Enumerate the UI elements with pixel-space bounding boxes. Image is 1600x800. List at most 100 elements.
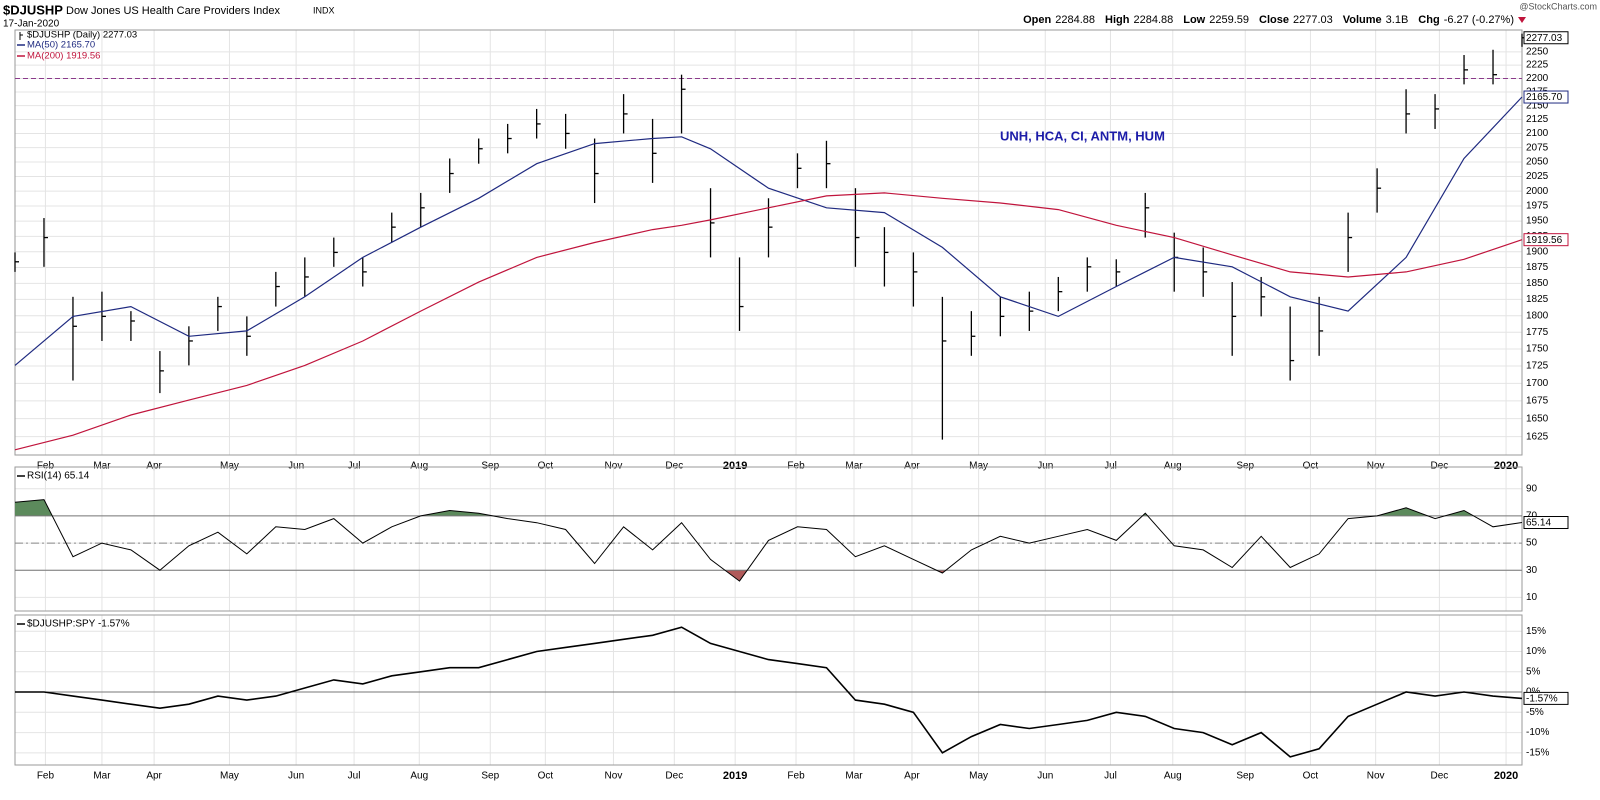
credit: @StockCharts.com <box>1519 1 1597 11</box>
x-tick-label: Feb <box>37 771 55 782</box>
quote-value: 2284.88 <box>1055 14 1095 26</box>
x-tick-label: Aug <box>1164 771 1182 782</box>
series-line <box>14 499 1523 582</box>
y-tick-label: 1725 <box>1526 361 1549 372</box>
x-tick-label: May <box>969 461 988 472</box>
y-tick-label: 10 <box>1526 592 1538 603</box>
legend-label: $DJUSHP:SPY -1.57% <box>27 619 130 630</box>
quote-value: 2284.88 <box>1133 14 1173 26</box>
x-tick-label: Nov <box>605 461 623 472</box>
quote-label: Open <box>1023 14 1051 26</box>
x-tick-label: Feb <box>37 461 55 472</box>
y-tick-label: 1950 <box>1526 216 1549 227</box>
y-tick-label: 15% <box>1526 626 1546 637</box>
index-name: Dow Jones US Health Care Providers Index <box>66 5 280 17</box>
x-tick-label: Sep <box>1236 461 1254 472</box>
y-tick-label: 2150 <box>1526 100 1549 111</box>
y-tick-label: 1800 <box>1526 310 1549 321</box>
x-tick-label: Apr <box>146 461 162 472</box>
x-tick-label: Apr <box>904 461 920 472</box>
quote-label: Close <box>1259 14 1289 26</box>
x-tick-label: Oct <box>1303 461 1319 472</box>
y-tick-label: 2125 <box>1526 114 1549 125</box>
quote-label: Low <box>1183 14 1205 26</box>
last-value-box <box>1523 90 1569 104</box>
x-tick-label: Jul <box>1104 771 1117 782</box>
y-tick-label: 90 <box>1526 483 1538 494</box>
x-tick-label: Sep <box>481 771 499 782</box>
x-tick-label: Oct <box>538 461 554 472</box>
last-value-label: 2165.70 <box>1526 92 1563 103</box>
y-tick-label: 2225 <box>1526 60 1549 71</box>
y-tick-label: 2075 <box>1526 142 1549 153</box>
moving-average <box>14 192 1523 451</box>
x-tick-label: Jul <box>1104 461 1117 472</box>
y-tick-label: 1975 <box>1526 201 1549 212</box>
quote-label: Volume <box>1343 14 1382 26</box>
x-tick-label: Jun <box>1037 461 1053 472</box>
annotation: UNH, HCA, CI, ANTM, HUM <box>1000 128 1165 143</box>
x-tick-label: Nov <box>605 771 623 782</box>
y-tick-label: 10% <box>1526 646 1546 657</box>
quote-label: High <box>1105 14 1130 26</box>
y-tick-label: 1625 <box>1526 431 1549 442</box>
x-tick-label: Dec <box>665 461 683 472</box>
y-tick-label: 30 <box>1526 565 1538 576</box>
x-tick-label: Nov <box>1367 461 1385 472</box>
y-tick-label: 1700 <box>1526 378 1549 389</box>
exchange: INDX <box>313 5 335 15</box>
x-tick-label: Oct <box>538 771 554 782</box>
quote-value: 2277.03 <box>1293 14 1333 26</box>
y-tick-label: 1650 <box>1526 413 1549 424</box>
y-tick-label: -15% <box>1526 747 1549 758</box>
y-tick-label: 2050 <box>1526 157 1549 168</box>
x-tick-label: Dec <box>1431 771 1449 782</box>
y-tick-label: 2100 <box>1526 128 1549 139</box>
x-tick-label: 2019 <box>723 460 747 472</box>
x-tick-label: Feb <box>787 771 805 782</box>
x-tick-label: May <box>969 771 988 782</box>
quote-value: 2259.59 <box>1209 14 1249 26</box>
y-tick-label: -10% <box>1526 727 1549 738</box>
y-tick-label: 1875 <box>1526 262 1549 273</box>
legend-glyph <box>19 32 23 40</box>
x-tick-label: May <box>220 771 239 782</box>
x-tick-label: Jun <box>288 461 304 472</box>
x-tick-label: Aug <box>410 771 428 782</box>
x-tick-label: Apr <box>904 771 920 782</box>
x-tick-label: Sep <box>481 461 499 472</box>
legend-label: MA(200) 1919.56 <box>27 51 100 62</box>
y-tick-label: 50 <box>1526 538 1538 549</box>
last-value-box <box>1523 516 1569 530</box>
x-tick-label: Nov <box>1367 771 1385 782</box>
y-tick-label: 1850 <box>1526 278 1549 289</box>
symbol: $DJUSHP <box>3 2 63 17</box>
y-tick-label: 5% <box>1526 666 1541 677</box>
quote-label: Chg <box>1418 14 1439 26</box>
y-tick-label: 2000 <box>1526 186 1549 197</box>
last-value-box <box>1523 233 1569 247</box>
x-tick-label: Apr <box>146 771 162 782</box>
last-value-label: 1919.56 <box>1526 235 1563 246</box>
x-tick-label: Jul <box>348 771 361 782</box>
x-tick-label: Mar <box>93 771 111 782</box>
x-tick-label: Jun <box>288 771 304 782</box>
x-tick-label: Dec <box>1431 461 1449 472</box>
panel-frame <box>14 614 1523 766</box>
panel-frame <box>14 466 1523 612</box>
x-tick-label: Oct <box>1303 771 1319 782</box>
last-value-label: 2277.03 <box>1526 33 1563 44</box>
x-tick-label: Dec <box>665 771 683 782</box>
x-tick-label: 2020 <box>1494 460 1518 472</box>
x-tick-label: Feb <box>787 461 805 472</box>
y-tick-label: 2200 <box>1526 73 1549 84</box>
x-tick-label: 2019 <box>723 770 747 782</box>
y-tick-label: 2250 <box>1526 47 1549 58</box>
legend-label: RSI(14) 65.14 <box>27 471 90 482</box>
last-value-box <box>1523 31 1569 45</box>
x-tick-label: May <box>220 461 239 472</box>
x-tick-label: Aug <box>1164 461 1182 472</box>
down-arrow <box>1518 17 1526 23</box>
date: 17-Jan-2020 <box>3 19 60 30</box>
